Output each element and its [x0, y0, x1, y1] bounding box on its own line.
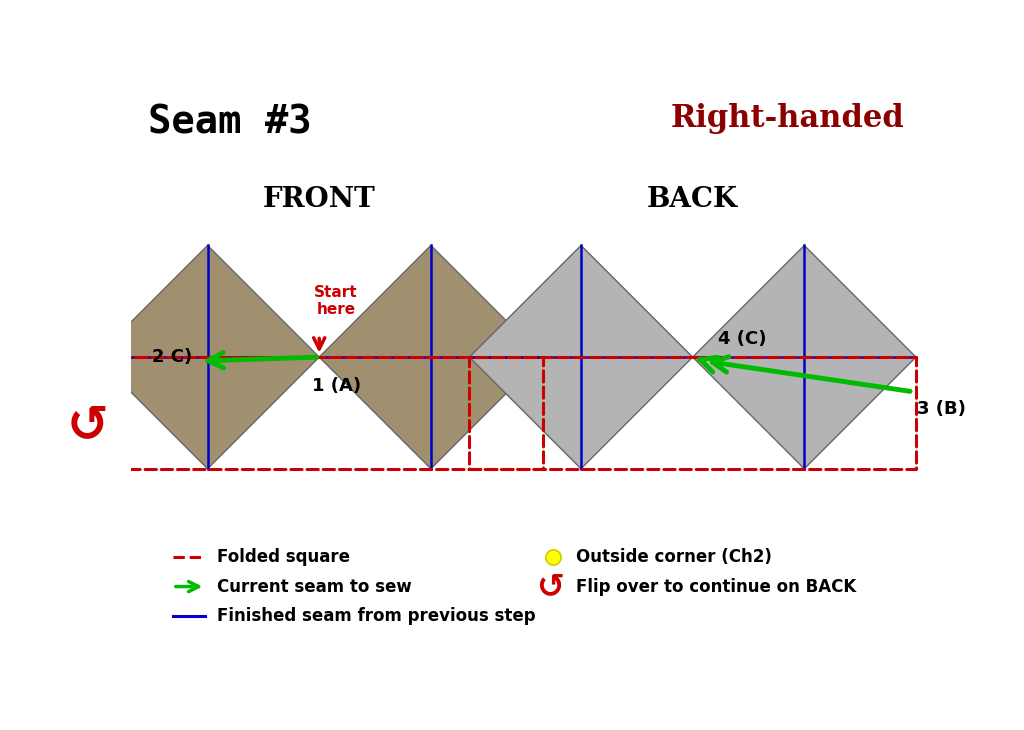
Text: 2 C): 2 C) [153, 348, 193, 366]
Polygon shape [319, 245, 543, 469]
Text: Finished seam from previous step: Finished seam from previous step [217, 607, 536, 625]
Text: ↺: ↺ [537, 570, 564, 603]
Text: Current seam to sew: Current seam to sew [217, 577, 412, 596]
Text: ↺: ↺ [67, 402, 109, 450]
Text: Seam #3: Seam #3 [147, 103, 311, 141]
Text: 4 (C): 4 (C) [718, 331, 767, 348]
Text: BACK: BACK [647, 185, 738, 212]
Polygon shape [96, 245, 319, 469]
Polygon shape [692, 245, 915, 469]
Text: Folded square: Folded square [217, 548, 350, 566]
Text: 1 (A): 1 (A) [311, 377, 360, 396]
Text: FRONT: FRONT [263, 185, 376, 212]
Text: Outside corner (Ch2): Outside corner (Ch2) [575, 548, 771, 566]
Text: Flip over to continue on BACK: Flip over to continue on BACK [575, 577, 856, 596]
Text: Right-handed: Right-handed [671, 103, 904, 134]
Text: 3 (B): 3 (B) [916, 400, 966, 418]
Polygon shape [469, 245, 692, 469]
Text: Start
here: Start here [314, 285, 358, 317]
